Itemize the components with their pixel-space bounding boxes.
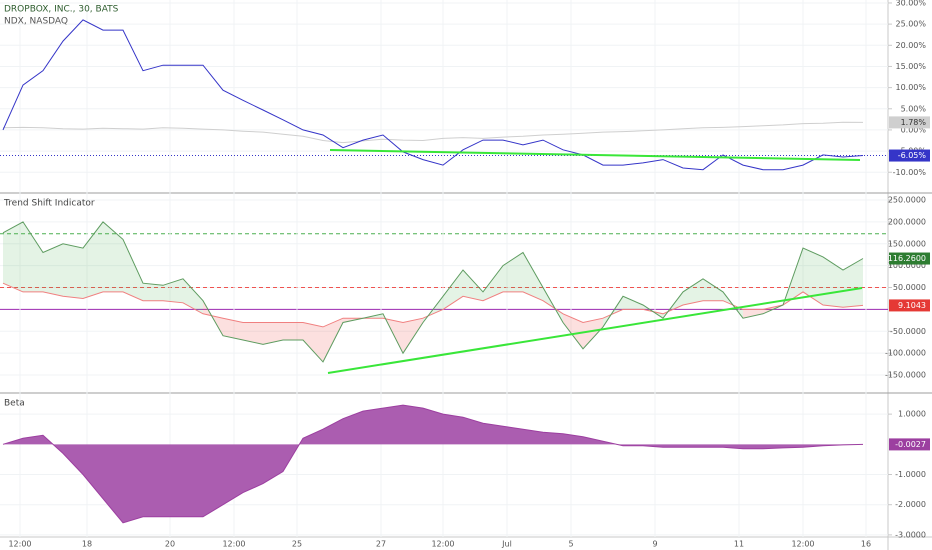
y-tick-label: -50.0000 xyxy=(890,327,926,336)
last-value-label: -0.0027 xyxy=(895,440,926,449)
fill-between xyxy=(63,243,83,299)
series-line xyxy=(2,121,864,144)
grid-layer xyxy=(0,0,892,537)
x-tick-label: Jul xyxy=(501,540,512,549)
y-tick-label: -150.0000 xyxy=(885,371,926,380)
fill-between xyxy=(303,322,323,362)
fill-between xyxy=(223,318,243,341)
fill-between xyxy=(263,322,283,345)
fill-between xyxy=(43,243,63,297)
last-value-label: 9.1043 xyxy=(898,301,926,310)
y-tick-label: 50.0000 xyxy=(893,283,926,292)
last-value-box xyxy=(889,116,930,129)
pane-title: Trend Shift Indicator xyxy=(3,199,95,209)
fill-between xyxy=(103,221,123,292)
y-tick-label: -3.0000 xyxy=(895,530,926,539)
series-line xyxy=(2,221,864,363)
y-tick-label: -2.0000 xyxy=(895,500,926,509)
fill-between xyxy=(123,239,143,301)
x-tick-label: 9 xyxy=(652,540,657,549)
y-tick-label: 1.0000 xyxy=(898,410,926,419)
fill-between xyxy=(83,221,103,299)
last-value-label: 1.78% xyxy=(901,118,927,127)
legend-entry: DROPBOX, INC., 30, BATS xyxy=(4,5,119,15)
x-tick-label: 5 xyxy=(568,540,573,549)
fill-between xyxy=(683,278,703,306)
fill-between xyxy=(843,258,863,308)
series-line xyxy=(2,404,864,524)
x-tick-label: 20 xyxy=(165,540,175,549)
fill-between xyxy=(503,252,523,292)
legend-entry: NDX, NASDAQ xyxy=(4,17,68,27)
y-tick-label: 10.00% xyxy=(895,83,926,92)
x-tick-label: 12:00 xyxy=(431,540,454,549)
fill-between xyxy=(623,296,643,310)
y-tick-label: 0.00% xyxy=(901,125,927,134)
y-tick-label: 250.0000 xyxy=(888,196,926,205)
pane-title: Beta xyxy=(4,399,25,409)
y-tick-label: 30.00% xyxy=(895,0,926,7)
fill-between xyxy=(703,278,723,301)
plot-layer xyxy=(0,19,888,524)
y-tick-label: 100.0000 xyxy=(888,261,926,270)
y-tick-label: 20.00% xyxy=(895,41,926,50)
fill-between xyxy=(563,313,583,349)
fill-between xyxy=(283,322,303,341)
x-tick-label: 12:00 xyxy=(8,540,31,549)
fill-between xyxy=(403,318,423,354)
last-value-box xyxy=(889,438,930,451)
x-tick-label: 16 xyxy=(861,540,871,549)
y-tick-label: 5.00% xyxy=(901,104,927,113)
y-tick-label: 150.0000 xyxy=(888,239,926,248)
fill-between xyxy=(163,278,183,303)
fill-between xyxy=(743,309,763,319)
y-tick-label: -100.0000 xyxy=(885,349,926,358)
y-tick-label: 25.00% xyxy=(895,20,926,29)
y-tick-label: -10.00% xyxy=(893,168,927,177)
last-value-label: -6.05% xyxy=(898,151,927,160)
trend-line xyxy=(327,287,863,374)
fill-between xyxy=(483,265,503,301)
area xyxy=(3,405,863,523)
y-tick-label: -1.0000 xyxy=(895,470,926,479)
x-tick-label: 27 xyxy=(376,540,386,549)
fill-between xyxy=(803,248,823,306)
x-tick-label: 18 xyxy=(82,540,92,549)
fill-between xyxy=(463,270,483,301)
x-tick-label: 11 xyxy=(734,540,744,549)
x-tick-label: 25 xyxy=(292,540,302,549)
fill-between xyxy=(23,221,43,292)
trend-line xyxy=(329,149,861,161)
last-value-box xyxy=(889,299,930,312)
fill-between xyxy=(823,256,843,308)
fill-between xyxy=(143,283,163,301)
fill-between xyxy=(243,322,263,345)
x-tick-label: 12:00 xyxy=(791,540,814,549)
last-value-label: 116.2600 xyxy=(888,254,926,263)
last-value-box xyxy=(889,149,930,162)
x-tick-label: 12:00 xyxy=(222,540,245,549)
y-tick-label: 200.0000 xyxy=(888,217,926,226)
fill-between xyxy=(523,252,543,301)
y-tick-label: 15.00% xyxy=(895,62,926,71)
fill-between xyxy=(3,221,23,292)
fill-between xyxy=(583,318,603,349)
label-layer: -10.00%-5.00%0.00%5.00%10.00%15.00%20.00… xyxy=(3,0,930,549)
last-value-box xyxy=(889,252,930,265)
series-line xyxy=(2,282,864,328)
